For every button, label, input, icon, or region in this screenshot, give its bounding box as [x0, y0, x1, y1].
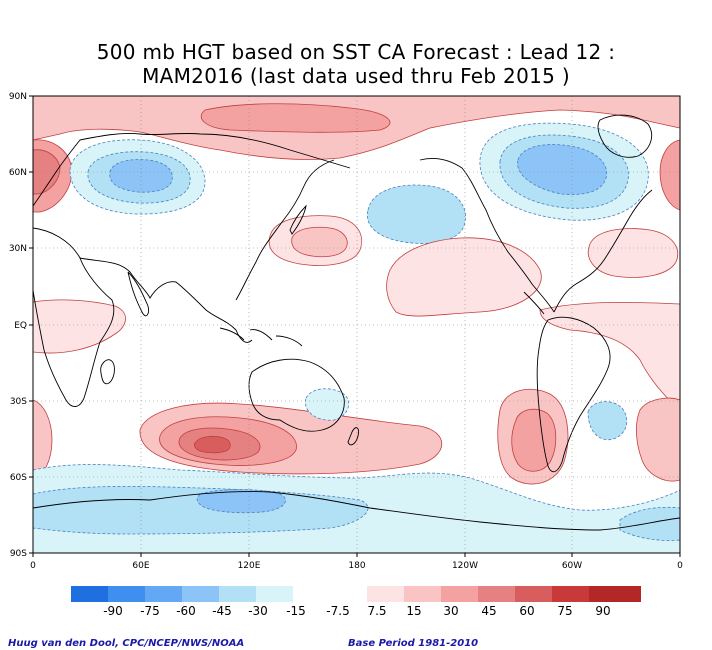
colorbar-swatch-pos-3 [441, 586, 478, 602]
colorbar-swatch-neg-4 [182, 586, 219, 602]
colorbar-label: 30 [443, 604, 459, 618]
coast-indonesia [219, 327, 303, 347]
lat-label-90n: 90N [9, 92, 27, 102]
coast-madagascar [100, 359, 115, 385]
colorbar-label: -15 [286, 604, 306, 618]
colorbar-label: 60 [519, 604, 535, 618]
negative-region-canada-core [517, 144, 608, 195]
graticule [33, 96, 680, 553]
lat-label-60s: 60S [10, 473, 27, 483]
lon-label-0-left: 0 [30, 561, 36, 571]
axis-ticks [29, 95, 681, 557]
coast-central-america [523, 291, 545, 315]
footer-credit: Huug van den Dool, CPC/NCEP/NWS/NOAA [8, 638, 245, 649]
colorbar-label: -90 [103, 604, 123, 618]
colorbar-swatch-pos-2 [404, 586, 441, 602]
coast-australia [248, 358, 345, 432]
colorbar-swatch-pos-6 [552, 586, 589, 602]
lon-label-120w: 120W [452, 561, 478, 571]
longitude-labels: 0 60E 120E 180 120W 60W 0 [30, 561, 683, 571]
colorbar-label: 90 [595, 604, 611, 618]
colorbar-label: 7.5 [367, 604, 387, 618]
lat-label-30s: 30S [10, 397, 27, 407]
coast-north-eurasia [33, 132, 351, 207]
negative-region-north-pacific [366, 184, 466, 244]
colorbar-swatch-neg-2 [108, 586, 145, 602]
lon-label-120e: 120E [238, 561, 261, 571]
positive-region-tropics-west [33, 299, 126, 354]
lat-label-90s: 90S [10, 549, 27, 559]
positive-region-northeast-pacific [386, 237, 542, 317]
positive-region-south-indian-peak [193, 435, 231, 454]
lon-label-60w: 60W [562, 561, 582, 571]
negative-region-antarctic-core [196, 489, 286, 514]
colorbar-label: 75 [557, 604, 573, 618]
colorbar-swatch-pos-7 [589, 586, 641, 602]
negative-region-siberia-core [109, 159, 173, 193]
lat-label-60n: 60N [9, 168, 27, 178]
lon-label-60e: 60E [132, 561, 149, 571]
colorbar-swatch-pos-4 [478, 586, 515, 602]
negative-region-south-atlantic [587, 401, 628, 440]
lon-label-0-right: 0 [677, 561, 683, 571]
colorbar-swatch-neutral-2 [330, 586, 367, 602]
colorbar-label: -75 [140, 604, 160, 618]
coast-africa [33, 227, 115, 407]
colorbar-swatch-neg-5 [219, 586, 256, 602]
colorbar-label: -7.5 [326, 604, 350, 618]
latitude-labels: 90N 60N 30N EQ 30S 60S 90S [9, 92, 27, 559]
lat-label-30n: 30N [9, 244, 27, 254]
lat-label-eq: EQ [14, 321, 27, 331]
positive-region-far-south-atlantic [636, 397, 680, 482]
positive-region-europe-east [659, 139, 680, 211]
chart-title-line-2: MAM2016 (last data used thru Feb 2015 ) [142, 64, 570, 88]
colorbar-label: -30 [248, 604, 268, 618]
positive-region-japan-core [291, 226, 348, 258]
colorbar-swatch-pos-5 [515, 586, 552, 602]
colorbar [71, 586, 641, 602]
colorbar-label: -60 [176, 604, 196, 618]
coast-greenland [597, 114, 652, 158]
coastlines [33, 114, 680, 531]
colorbar-label: 15 [406, 604, 422, 618]
colorbar-label: 45 [481, 604, 497, 618]
colorbar-swatch-pos-1 [367, 586, 404, 602]
colorbar-swatch-neg-6 [256, 586, 293, 602]
map-panel [33, 96, 680, 553]
colorbar-label: -45 [212, 604, 232, 618]
coast-north-america [419, 157, 653, 313]
positive-region-atlantic [588, 228, 678, 278]
coast-new-zealand [347, 427, 359, 446]
positive-region-south-atlantic-core [511, 408, 557, 472]
coast-antarctica [33, 491, 680, 531]
colorbar-swatch-neg-3 [145, 586, 182, 602]
coast-india [127, 271, 149, 317]
coast-south-america [536, 316, 611, 473]
colorbar-swatch-neg-1 [71, 586, 108, 602]
negative-region-south-pacific-small [305, 388, 350, 421]
coast-japan [289, 204, 307, 235]
footer-base-period: Base Period 1981-2010 [348, 638, 479, 649]
lon-label-180: 180 [348, 561, 365, 571]
coast-south-asia [79, 257, 253, 343]
positive-region-tropics-east [539, 301, 680, 411]
negative-region-south-pacific-polar [619, 506, 680, 541]
chart-title-line-1: 500 mb HGT based on SST CA Forecast : Le… [96, 40, 616, 64]
positive-region-north-polar-core [200, 103, 391, 133]
colorbar-swatch-neutral [293, 586, 330, 602]
coast-east-asia [235, 159, 335, 301]
positive-region-europe-core [33, 149, 61, 195]
